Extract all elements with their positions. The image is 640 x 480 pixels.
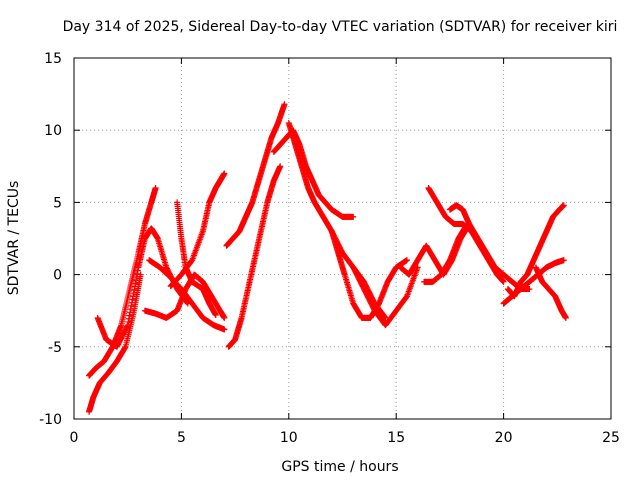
x-tick-label: 15 [387,430,405,446]
data-point-marker [560,202,567,209]
data-point-marker [221,326,228,333]
data-point-marker [212,312,219,319]
data-point-marker [562,314,569,321]
plot-frame [73,57,612,420]
x-tick-label: 20 [495,430,513,446]
y-tick-label: 5 [53,195,62,211]
y-tick-label: -5 [48,340,62,356]
data-point-marker [500,278,507,285]
data-point-marker [560,257,567,264]
series-track-p [446,202,533,293]
series-track-d [141,271,228,321]
y-tick-label: -10 [39,412,62,428]
grid-lines [74,58,611,419]
x-axis-title: GPS time / hours [281,459,398,475]
series-track-b [86,271,144,415]
data-point-marker [152,184,159,191]
y-tick-label: 10 [44,123,62,139]
data-points [86,101,569,415]
data-point-marker [221,170,228,177]
x-tick-label: 0 [70,430,79,446]
data-point-marker [526,286,533,293]
data-point-marker [277,163,284,170]
series-track-m [350,264,421,329]
data-point-marker [221,314,228,321]
data-point-marker [281,101,288,108]
series-track-q [421,221,471,285]
data-point-marker [464,221,471,228]
series-track-g [167,170,228,290]
x-tick-label: 5 [177,430,186,446]
data-point-marker [382,314,389,321]
data-point-marker [350,213,357,220]
y-axis-title: SDTVAR / TECUs [6,181,22,296]
series-track-h [225,163,284,350]
y-tick-label: 0 [53,268,62,284]
series-track-k [285,119,389,321]
series-track-t [532,264,569,321]
data-point-marker [403,257,410,264]
data-point-marker [137,271,144,278]
axis-ticks: 0 5 10 15 20 25 -10 -5 0 5 10 15 [39,51,620,446]
chart-title: Day 314 of 2025, Sidereal Day-to-day VTE… [63,19,618,35]
y-tick-label: 15 [44,51,62,67]
x-tick-label: 10 [280,430,298,446]
series-track-i [223,101,288,249]
x-tick-label: 25 [602,430,620,446]
series-track-l [328,228,410,321]
